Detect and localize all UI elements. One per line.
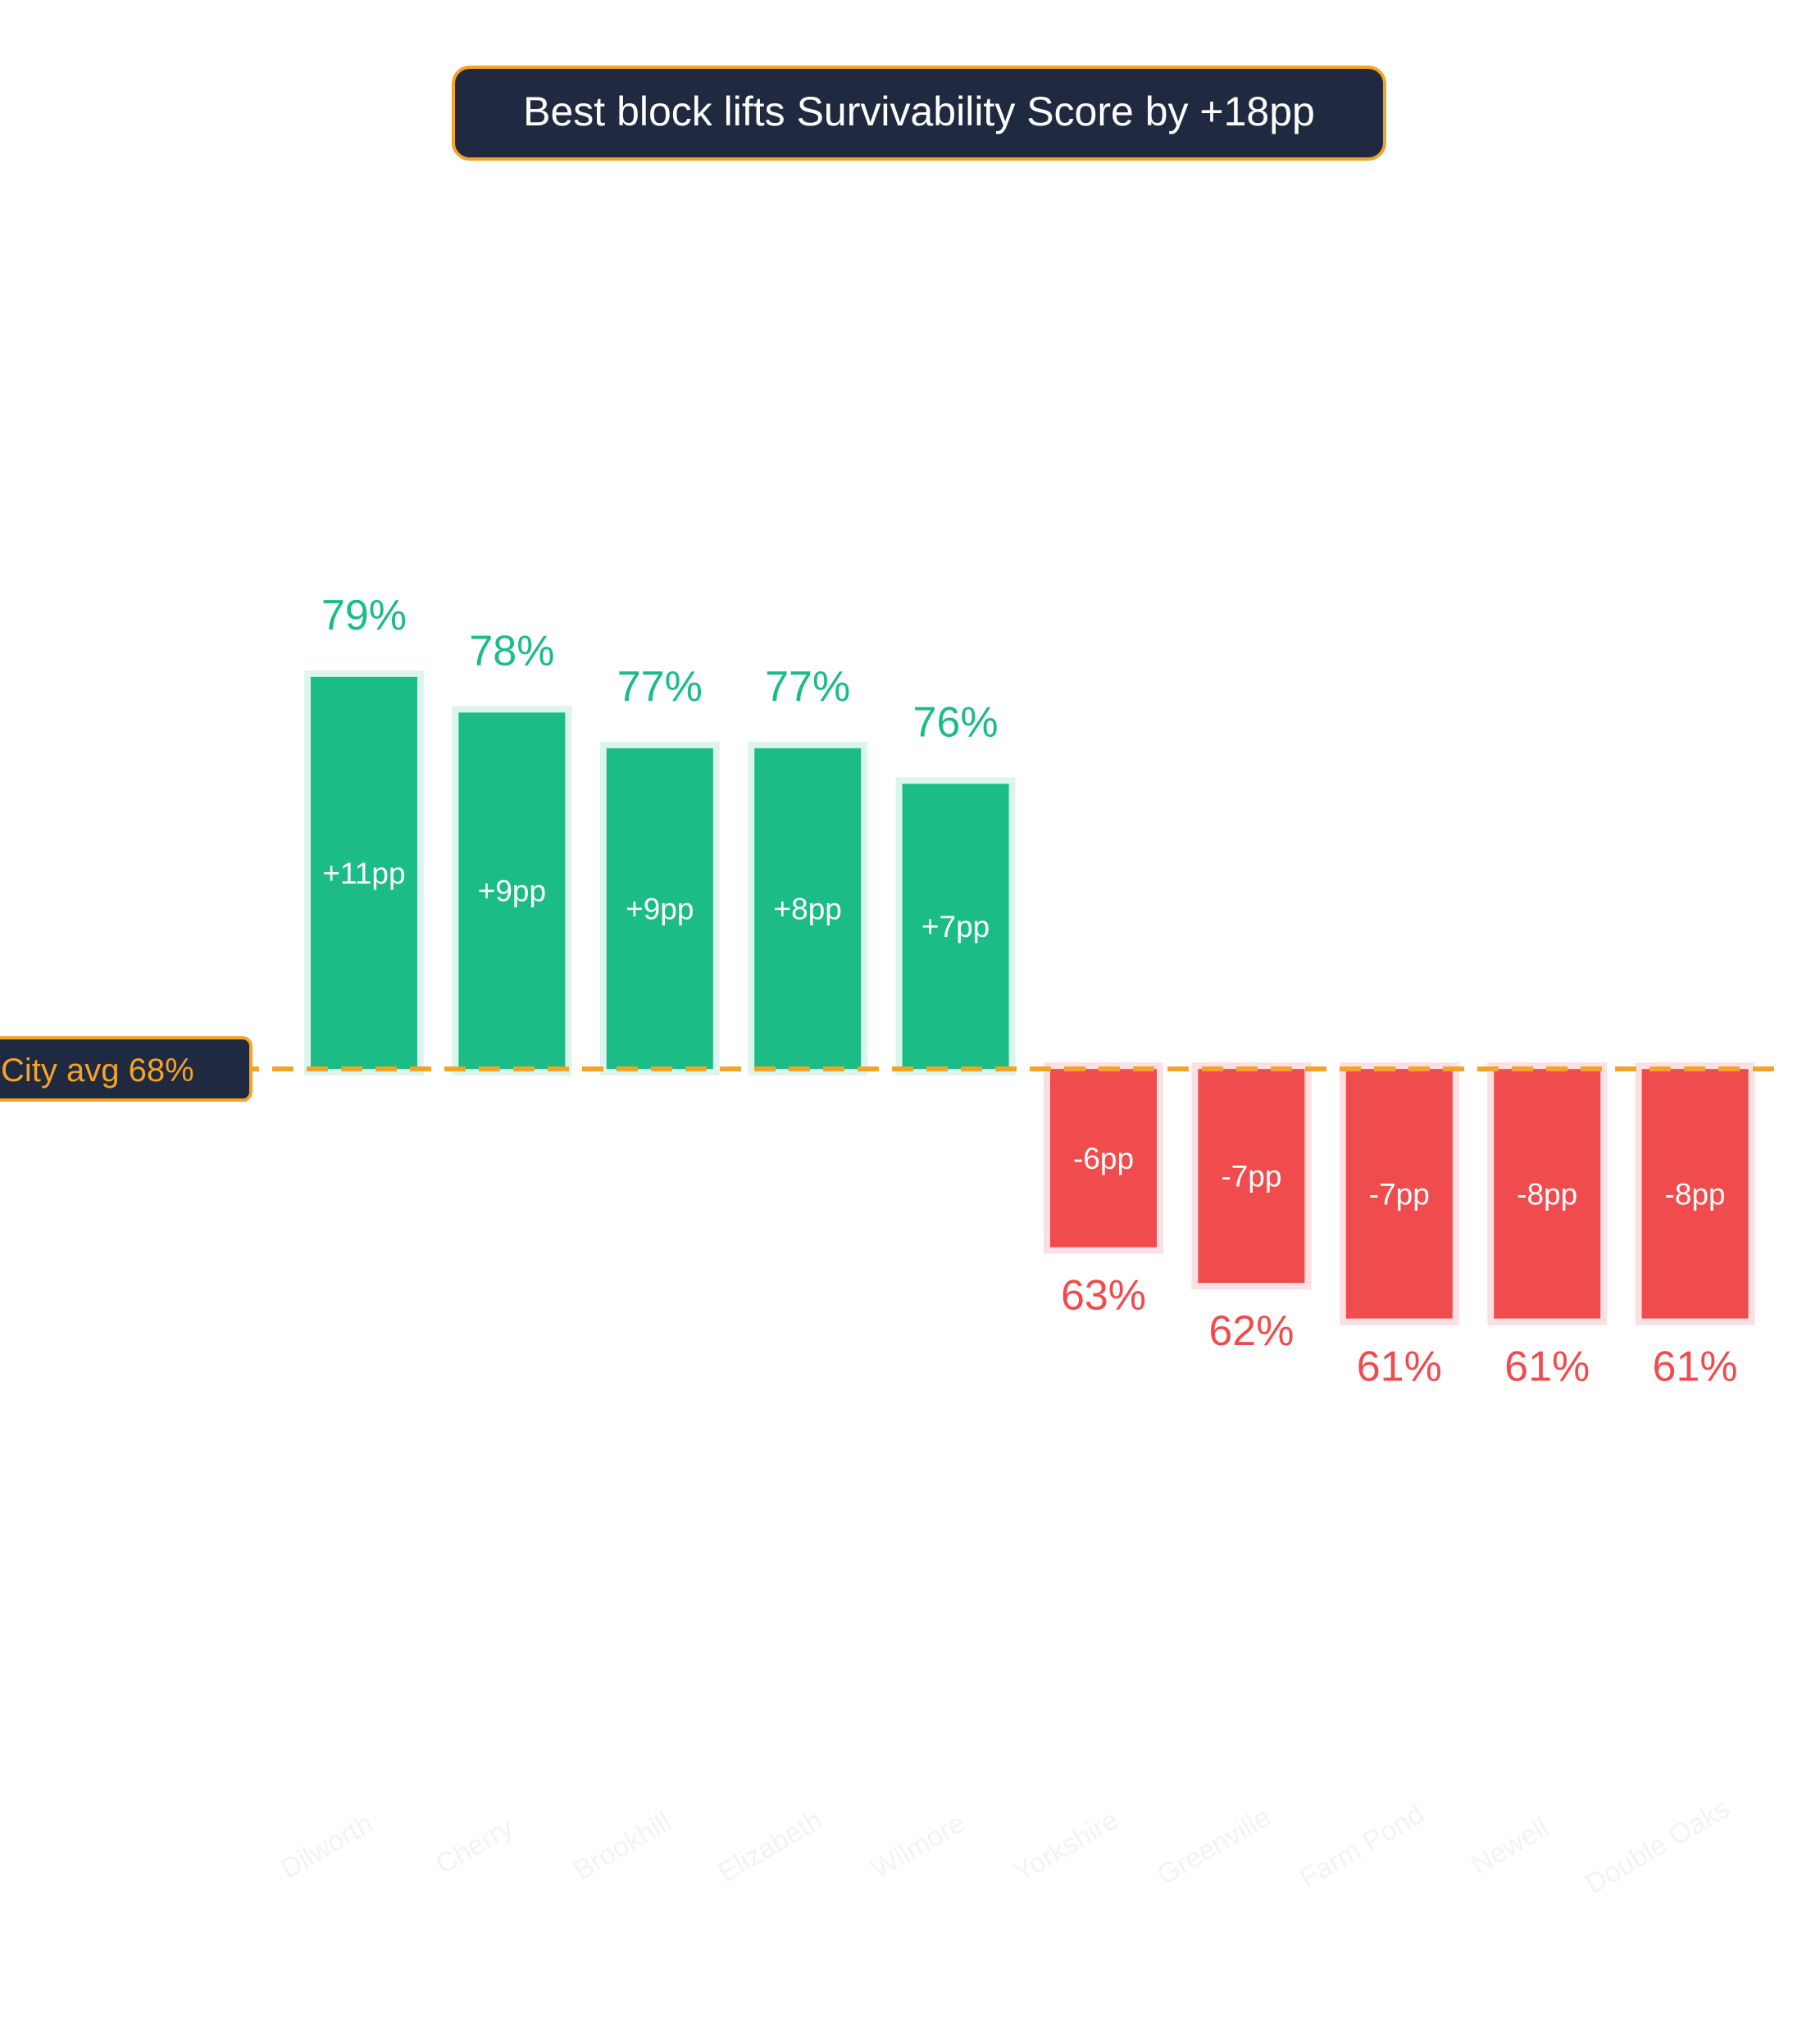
bar-delta-label-wilmore: +7pp (921, 910, 990, 943)
labels: +11pp 79% +9pp 78% +9pp 77% +8pp 77% +7pp 76% -6pp… (321, 592, 1738, 1391)
bar-newell (1494, 1069, 1601, 1319)
bar-value-label-dilworth: 79% (321, 592, 407, 639)
bar-wilmore (902, 784, 1009, 1070)
city-average-label: City avg 68% (1, 1052, 194, 1089)
bar-value-label-greenville: 62% (1208, 1307, 1294, 1355)
bar-yorkshire (1050, 1069, 1157, 1248)
bar-delta-label-newell: -8pp (1517, 1177, 1577, 1211)
chart-title-box (452, 66, 1386, 161)
bar-value-label-cherry: 78% (469, 627, 554, 675)
bar-delta-label-greenville: -7pp (1221, 1160, 1281, 1193)
bar-delta-label-double-oaks: -8pp (1665, 1177, 1726, 1211)
bar-value-label-yorkshire: 63% (1061, 1272, 1146, 1320)
bar-value-label-brookhill: 77% (617, 663, 703, 711)
bar-elizabeth (754, 748, 862, 1070)
bar-delta-label-elizabeth: +8pp (774, 892, 842, 925)
bar-double-oaks (1641, 1069, 1749, 1319)
bar-value-label-wilmore: 76% (913, 698, 999, 746)
bar-delta-label-dilworth: +11pp (322, 857, 405, 890)
bar-delta-label-farm-pond: -7pp (1369, 1177, 1430, 1211)
bar-dilworth (311, 676, 417, 1070)
bar-value-label-double-oaks: 61% (1653, 1343, 1738, 1391)
bar-brookhill (606, 748, 713, 1070)
bar-farm-pond (1345, 1069, 1453, 1319)
bar-delta-label-cherry: +9pp (478, 875, 546, 908)
bar-value-label-newell: 61% (1504, 1343, 1590, 1391)
bar-delta-label-brookhill: +9pp (626, 892, 694, 925)
bar-value-label-farm-pond: 61% (1357, 1343, 1442, 1391)
reference-line-group: City avg 68% (0, 1036, 1784, 1102)
city-average-label-box (0, 1036, 253, 1102)
bars (304, 670, 1755, 1325)
bar-greenville (1198, 1069, 1305, 1284)
bar-delta-label-yorkshire: -6pp (1073, 1142, 1134, 1175)
bar-value-label-elizabeth: 77% (765, 663, 850, 711)
chart-title: Best block lifts Survivability Score by … (523, 89, 1315, 134)
chart-title-group: Best block lifts Survivability Score by … (452, 66, 1386, 161)
bar-cherry (458, 712, 566, 1070)
